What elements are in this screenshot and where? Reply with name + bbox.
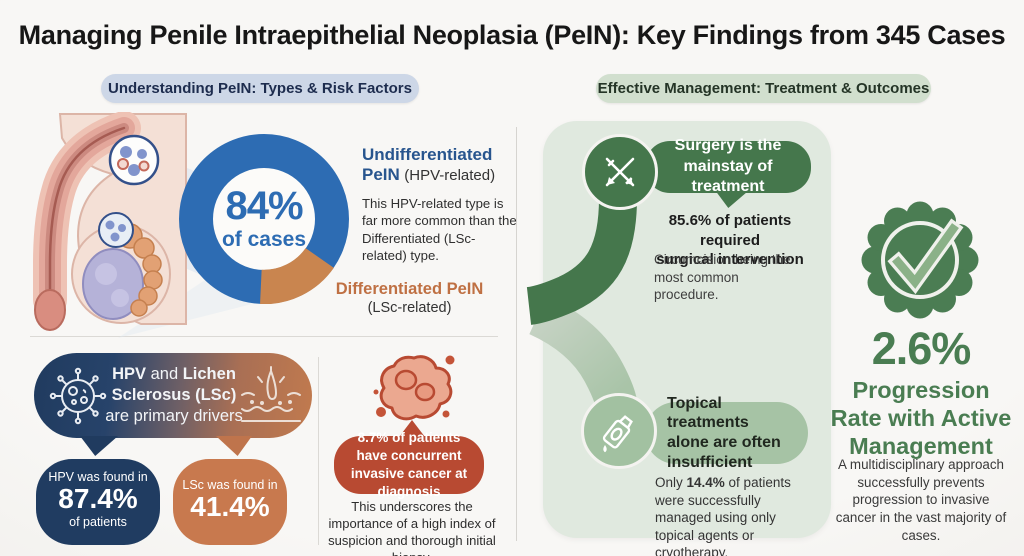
donut-caption: of cases [221, 228, 307, 251]
anatomy-illustration [33, 112, 187, 331]
invasive-statement: 8.7% of patients have concurrent invasiv… [350, 430, 468, 499]
section-divider [516, 127, 517, 541]
progression-title-line3: Management [849, 433, 993, 460]
donut-value: 84% [225, 184, 303, 228]
bubble-tail-lsc [216, 436, 252, 456]
drivers-lichen: Lichen [182, 365, 236, 383]
scalpel-icon [605, 157, 635, 187]
check-badge-icon [861, 201, 979, 319]
surgery-circle [582, 134, 658, 210]
drivers-and: and [146, 365, 183, 383]
surgery-stat: 85.6% of patients required surgical inte… [638, 211, 822, 270]
differentiated-title: Differentiated PeIN [335, 280, 484, 298]
donut-chart [179, 134, 349, 304]
topical-note-value: 14.4% [686, 475, 725, 490]
invasive-note: This underscores the importance of a hig… [328, 499, 496, 556]
differentiated-subtitle: (LSc-related) [367, 299, 452, 316]
undifferentiated-body: This HPV-related type is far more common… [362, 195, 517, 264]
surgery-note: Circumcision being the most common proce… [654, 252, 791, 303]
topical-circle [581, 393, 657, 469]
topical-banner-line2: alone are often [667, 434, 781, 451]
progression-title-line2: Rate with Active [830, 405, 1012, 432]
surgery-banner: Surgery is the mainstay of treatment [645, 137, 811, 195]
progression-body: A multidisciplinary approach successfull… [835, 457, 1007, 543]
hpv-stat-box: HPV was found in 87.4% of patients [36, 459, 160, 545]
progression-rate-title: Progression Rate with Active Management [826, 376, 1016, 461]
drivers-invasive-divider [318, 357, 319, 545]
progression-rate-value: 2.6% [871, 323, 972, 374]
topical-banner-line1: Topical treatments [667, 394, 749, 432]
drivers-tagline: are primary drivers [105, 407, 243, 426]
invasive-stat-box: 8.7% of patients have concurrent invasiv… [334, 430, 484, 499]
topical-note-suffix: of patients were successfully managed us… [655, 475, 791, 556]
lsc-stat-intro: LSc was found in [182, 478, 278, 492]
differentiated-block: Differentiated PeIN (LSc-related) [322, 280, 497, 316]
virus-icon [49, 367, 107, 425]
left-section-divider [30, 336, 498, 337]
topical-banner-line3: insufficient [667, 453, 753, 471]
surgery-stat-line2: surgical intervention [656, 251, 804, 268]
section-header-right: Effective Management: Treatment & Outcom… [596, 74, 931, 103]
bubble-tail-hpv [80, 436, 118, 456]
topical-note: Only 14.4% of patients were successfully… [655, 474, 817, 556]
section-header-left: Understanding PeIN: Types & Risk Factors [101, 74, 419, 103]
hpv-stat-intro: HPV was found in [48, 470, 148, 484]
surgery-stat-line1: 85.6% of patients required [668, 212, 792, 249]
undifferentiated-subtitle: (HPV-related) [404, 167, 496, 185]
undifferentiated-title-line2: PeIN [362, 165, 400, 185]
drivers-bubble-text: HPV and Lichen Sclerosus (LSc) are prima… [96, 364, 252, 427]
page-title: Managing Penile Intraepithelial Neoplasi… [18, 20, 1006, 50]
hpv-stat-value: 87.4% [58, 483, 138, 514]
ointment-tube-icon [602, 415, 633, 453]
drivers-hpv: HPV [112, 365, 147, 383]
lsc-stat-value: 41.4% [190, 491, 270, 522]
surgery-banner-line2: mainstay of treatment [683, 157, 773, 196]
drivers-sclerosus: Sclerosus (LSc) [111, 386, 237, 405]
cancer-cell-icon [373, 355, 455, 421]
undifferentiated-title-line1: Undifferentiated [362, 145, 493, 164]
hpv-stat-suffix: of patients [69, 514, 127, 529]
undifferentiated-block: Undifferentiated PeIN (HPV-related) This… [362, 145, 517, 264]
drivers-bubble: HPV and Lichen Sclerosus (LSc) are prima… [34, 353, 312, 438]
surgery-banner-line1: Surgery is the [674, 136, 782, 154]
topical-banner: Topical treatments alone are often insuf… [645, 395, 808, 471]
progression-title-line1: Progression [852, 377, 990, 403]
lsc-stat-box: LSc was found in 41.4% [173, 459, 287, 545]
topical-note-prefix: Only [655, 475, 687, 490]
skin-follicle-icon [241, 366, 301, 422]
donut-center-label: 84% of cases [179, 134, 349, 304]
